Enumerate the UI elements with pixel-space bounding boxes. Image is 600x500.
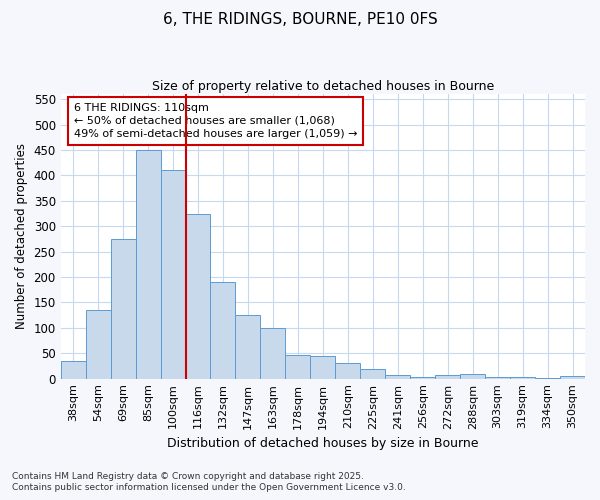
Bar <box>211 282 235 378</box>
Bar <box>161 170 185 378</box>
Bar <box>185 214 211 378</box>
Bar <box>560 376 585 378</box>
Bar <box>510 377 535 378</box>
Bar <box>485 376 510 378</box>
Bar <box>86 310 110 378</box>
Y-axis label: Number of detached properties: Number of detached properties <box>15 144 28 330</box>
Bar <box>286 355 310 378</box>
Bar <box>310 356 335 378</box>
Bar <box>61 361 86 378</box>
Text: Contains HM Land Registry data © Crown copyright and database right 2025.
Contai: Contains HM Land Registry data © Crown c… <box>12 472 406 492</box>
Bar <box>260 328 286 378</box>
Bar <box>136 150 161 378</box>
Bar <box>435 374 460 378</box>
Bar <box>235 315 260 378</box>
Bar <box>335 364 360 378</box>
Title: Size of property relative to detached houses in Bourne: Size of property relative to detached ho… <box>152 80 494 93</box>
Bar <box>360 368 385 378</box>
Bar <box>460 374 485 378</box>
Text: 6 THE RIDINGS: 110sqm
← 50% of detached houses are smaller (1,068)
49% of semi-d: 6 THE RIDINGS: 110sqm ← 50% of detached … <box>74 102 357 139</box>
Bar <box>385 375 410 378</box>
Bar <box>110 239 136 378</box>
Text: 6, THE RIDINGS, BOURNE, PE10 0FS: 6, THE RIDINGS, BOURNE, PE10 0FS <box>163 12 437 28</box>
Bar <box>410 376 435 378</box>
X-axis label: Distribution of detached houses by size in Bourne: Distribution of detached houses by size … <box>167 437 479 450</box>
